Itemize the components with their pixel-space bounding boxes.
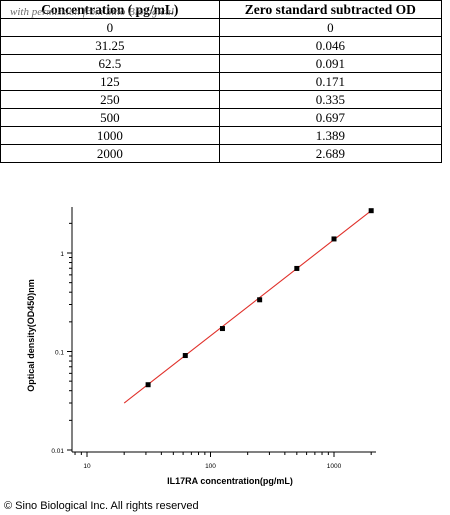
table-cell-od: 2.689 (218, 144, 443, 163)
table-cell-concentration: 62.5 (0, 54, 220, 73)
y-axis-label: Optical density(OD450)nm (26, 279, 36, 392)
table-row: 250 0.335 (0, 90, 443, 109)
data-point (145, 382, 151, 388)
column-header-od: Zero standard subtracted OD (218, 0, 443, 19)
table-cell-concentration: 125 (0, 72, 220, 91)
table-cell-concentration: 500 (0, 108, 220, 127)
permission-watermark: with permission from Sino Biological (10, 6, 174, 18)
x-tick-label: 1000 (327, 463, 342, 470)
data-point (294, 265, 300, 271)
data-point (368, 208, 374, 214)
standard-curve-chart: 10 100 1000 0.01 0.1 1 IL17RA concentration(pg… (26, 207, 376, 486)
column-header-concentration: Concentration ( pg/mL) (0, 0, 220, 19)
table-row: 62.5 0.091 (0, 54, 443, 73)
table-cell-concentration: 1000 (0, 126, 220, 145)
fit-line (123, 210, 372, 404)
data-point (219, 326, 225, 332)
table-row: 2000 2.689 (0, 144, 443, 163)
table-row: 0 0 (0, 18, 443, 37)
y-tick-label: 0.01 (51, 448, 64, 455)
table-cell-od: 1.389 (218, 126, 443, 145)
table-cell-concentration: 2000 (0, 144, 220, 163)
table-cell-concentration: 0 (0, 18, 220, 37)
data-point (182, 353, 188, 359)
copyright-notice: © Sino Biological Inc. All rights reserv… (4, 500, 199, 512)
table-cell-od: 0.046 (218, 36, 443, 55)
x-tick-label: 10 (83, 463, 91, 470)
table-cell-concentration: 31.25 (0, 36, 220, 55)
data-point (257, 297, 263, 303)
table-cell-od: 0.171 (218, 72, 443, 91)
data-point (331, 236, 337, 242)
table-cell-od: 0.091 (218, 54, 443, 73)
y-tick-label: 1 (60, 251, 64, 258)
table-cell-od: 0.335 (218, 90, 443, 109)
table-row: 1000 1.389 (0, 126, 443, 145)
table-cell-concentration: 250 (0, 90, 220, 109)
y-tick-label: 0.1 (55, 350, 64, 357)
table-cell-od: 0 (218, 18, 443, 37)
table-row: 500 0.697 (0, 108, 443, 127)
table-cell-od: 0.697 (218, 108, 443, 127)
standard-curve-table: Concentration ( pg/mL) Zero standard sub… (0, 0, 443, 163)
table-row: 125 0.171 (0, 72, 443, 91)
table-row: 31.25 0.046 (0, 36, 443, 55)
x-axis-label: IL17RA concentration(pg/mL) (167, 476, 293, 486)
x-tick-label: 100 (205, 463, 216, 470)
